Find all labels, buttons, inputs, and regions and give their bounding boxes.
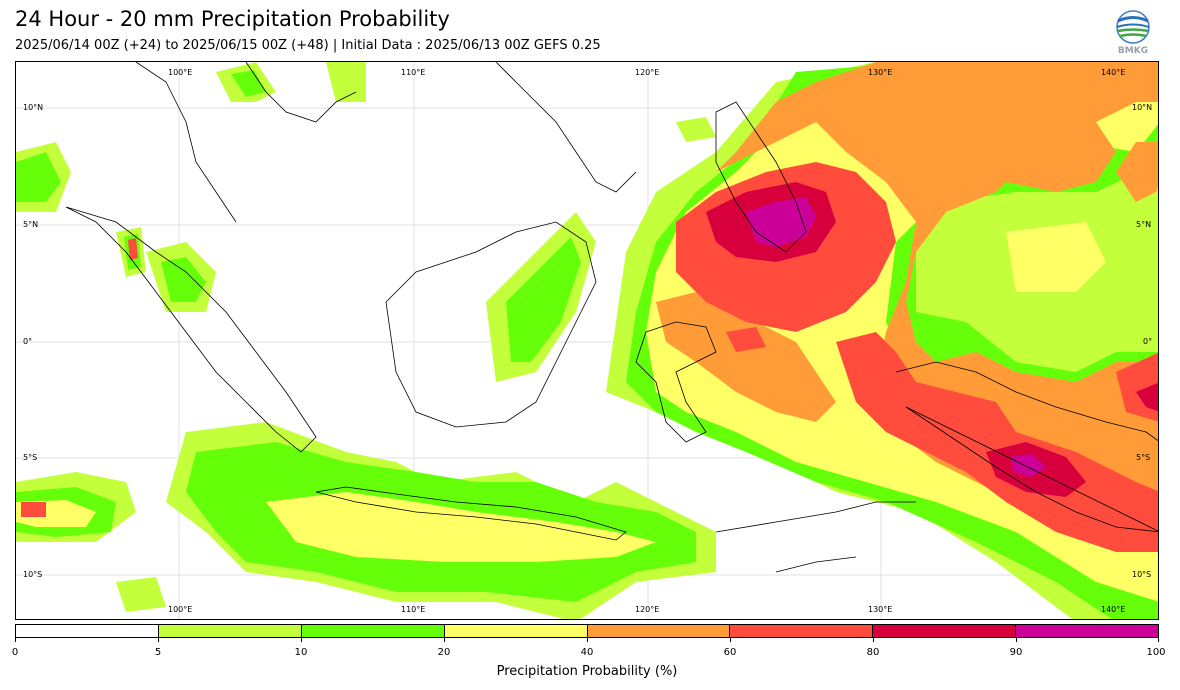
lon-label-bottom: 130°E xyxy=(868,605,893,614)
colorbar-segment xyxy=(301,625,445,637)
colorbar-tick: 0 xyxy=(11,647,19,658)
lon-label-top: 130°E xyxy=(868,68,893,77)
colorbar-tick: 80 xyxy=(866,647,880,658)
colorbar-segment xyxy=(1016,625,1158,637)
colorbar-segment xyxy=(587,625,731,637)
lat-label-right: 0° xyxy=(1143,337,1153,346)
colorbar-segment xyxy=(16,625,159,637)
precipitation-map: 100°E 110°E 120°E 130°E 140°E 100°E 110°… xyxy=(15,61,1159,620)
lon-label-top: 120°E xyxy=(635,68,660,77)
lon-label-bottom: 120°E xyxy=(635,605,660,614)
colorbar-tick: 10 xyxy=(294,647,308,658)
lat-label-right: 5°S xyxy=(1136,453,1151,462)
lon-label-top: 100°E xyxy=(168,68,193,77)
colorbar-segment xyxy=(873,625,1017,637)
lon-label-bottom: 110°E xyxy=(401,605,426,614)
colorbar-tick: 5 xyxy=(154,647,162,658)
map-title: 24 Hour - 20 mm Precipitation Probabilit… xyxy=(15,7,450,31)
lat-label-right: 10°N xyxy=(1132,103,1153,112)
lat-label-left: 5°N xyxy=(23,220,39,229)
lat-label-right: 10°S xyxy=(1132,570,1152,579)
map-canvas xyxy=(16,62,1158,619)
colorbar-segment xyxy=(730,625,874,637)
lat-label-left: 10°N xyxy=(23,103,44,112)
colorbar-segment xyxy=(444,625,588,637)
colorbar-tick: 100 xyxy=(1146,647,1166,658)
lat-label-left: 10°S xyxy=(23,570,43,579)
lon-label-top: 140°E xyxy=(1101,68,1126,77)
colorbar xyxy=(15,624,1159,638)
colorbar-label: Precipitation Probability (%) xyxy=(496,664,678,679)
bmkg-logo: BMKG xyxy=(1114,10,1152,56)
coastlines xyxy=(65,62,1158,573)
lat-label-left: 5°S xyxy=(23,453,38,462)
logo-text: BMKG xyxy=(1118,46,1148,56)
map-subtitle: 2025/06/14 00Z (+24) to 2025/06/15 00Z (… xyxy=(15,38,601,53)
lon-label-top: 110°E xyxy=(401,68,426,77)
colorbar-segment xyxy=(158,625,302,637)
lon-label-bottom: 140°E xyxy=(1101,605,1126,614)
colorbar-tick: 60 xyxy=(723,647,737,658)
colorbar-tick: 20 xyxy=(437,647,451,658)
colorbar-tick: 90 xyxy=(1009,647,1023,658)
lat-label-left: 0° xyxy=(23,337,33,346)
lat-label-right: 5°N xyxy=(1136,220,1152,229)
lon-label-bottom: 100°E xyxy=(168,605,193,614)
colorbar-tick: 40 xyxy=(580,647,594,658)
prob-40-60-areas xyxy=(656,62,1158,552)
